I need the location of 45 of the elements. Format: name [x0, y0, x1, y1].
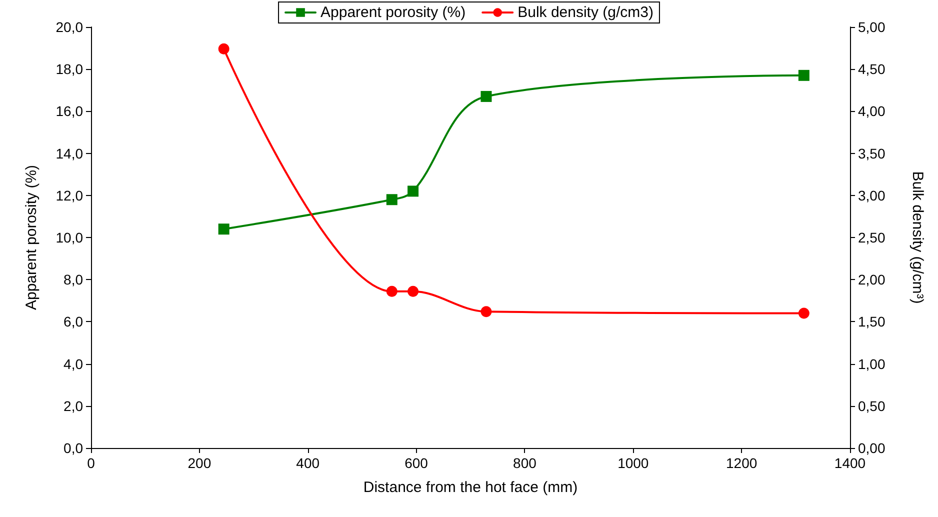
x-tick-label: 1400 [834, 455, 866, 471]
y2-tick-label: 2,00 [858, 272, 886, 288]
y2-tick-label: 2,50 [858, 230, 886, 246]
y-tick-label: 14,0 [56, 145, 84, 162]
y-tick-label: 0,0 [64, 440, 84, 456]
legend-label: Apparent porosity (%) [320, 4, 466, 21]
x-tick-label: 400 [296, 455, 320, 471]
point [386, 286, 398, 297]
x-tick-label: 200 [188, 455, 212, 471]
y-tick-label: 6,0 [64, 314, 84, 330]
x-tick-label: 0 [87, 455, 96, 471]
y-tick-label: 8,0 [64, 272, 84, 288]
y2-tick-label: 5,00 [858, 19, 886, 35]
y-tick-label: 10,0 [56, 230, 84, 246]
y2-tick-label: 4,00 [858, 103, 886, 120]
y2-tick-label: 1,50 [858, 314, 886, 330]
y-tick-label: 20,0 [56, 19, 84, 35]
y2-tick-label: 3,00 [858, 187, 886, 204]
point [798, 70, 810, 81]
point [218, 43, 230, 54]
y2-tick-label: 0,00 [858, 440, 886, 456]
point [798, 308, 810, 319]
point [480, 90, 492, 102]
point [386, 194, 398, 206]
y-tick-label: 16,0 [56, 103, 84, 120]
point [408, 186, 419, 197]
y2-axis-title: Bulk density (g/cm³) [909, 171, 926, 304]
point [480, 306, 492, 318]
y-tick-label: 12,0 [56, 187, 84, 204]
y2-tick-label: 4,50 [858, 61, 886, 78]
point [218, 224, 230, 235]
x-tick-label: 600 [404, 455, 428, 471]
y-tick-label: 18,0 [56, 61, 84, 78]
x-axis-title: Distance from the hot face (mm) [363, 479, 578, 496]
y-tick-label: 2,0 [64, 398, 84, 414]
y-tick-label: 4,0 [64, 356, 84, 372]
y2-tick-label: 1,00 [858, 356, 886, 372]
y2-tick-label: 0,50 [858, 398, 886, 414]
point [408, 286, 419, 297]
x-tick-label: 1000 [618, 455, 649, 471]
x-tick-label: 1200 [726, 455, 758, 471]
y2-tick-label: 3,50 [858, 145, 886, 162]
x-tick-label: 800 [513, 455, 537, 471]
legend-label: Bulk density (g/cm3) [518, 4, 654, 21]
y-axis-title: Apparent porosity (%) [23, 164, 40, 310]
